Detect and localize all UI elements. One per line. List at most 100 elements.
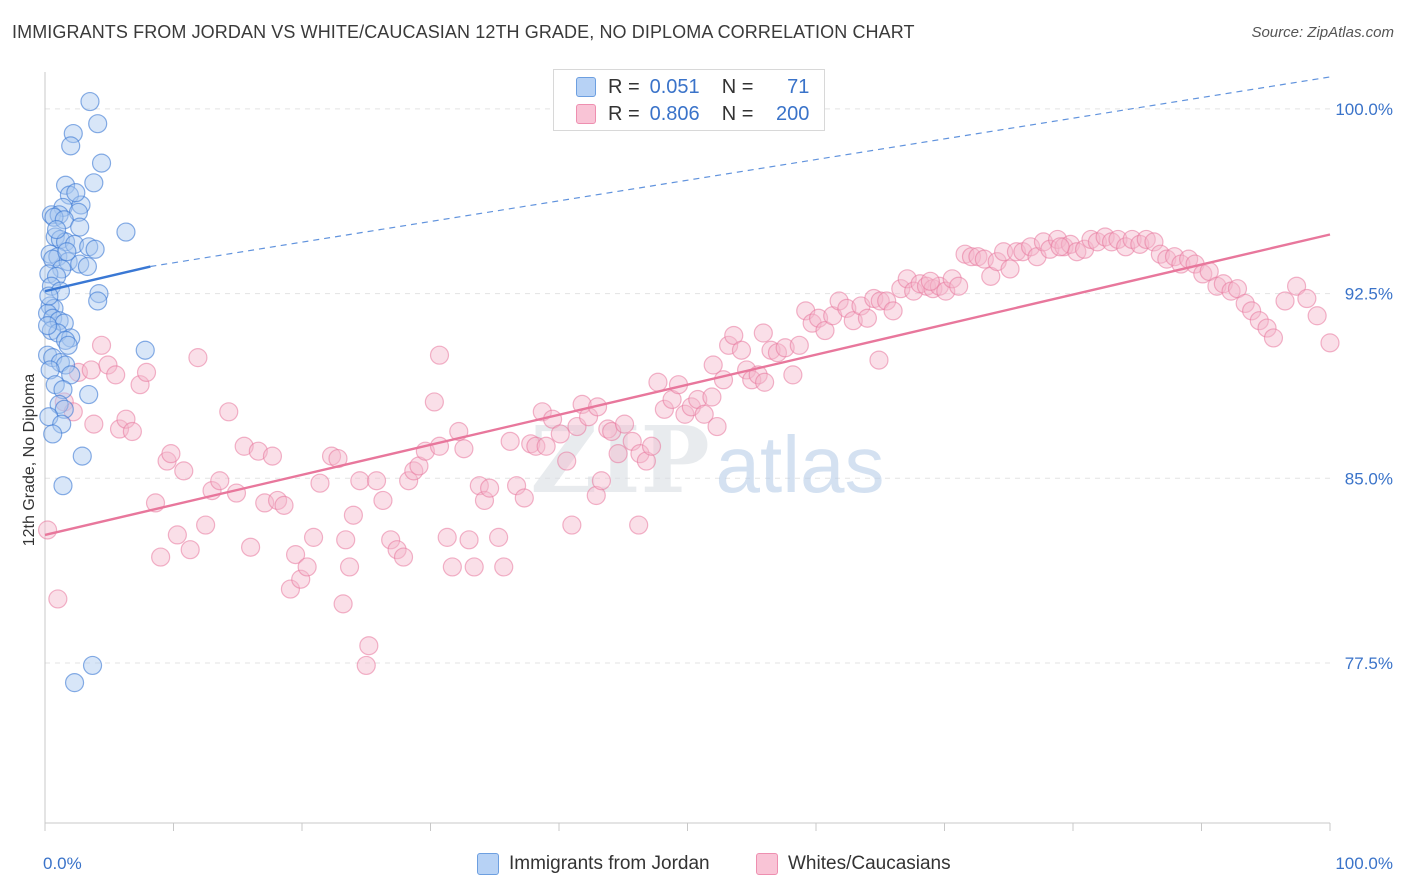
pink-data-point	[399, 471, 419, 491]
pink-data-point	[234, 436, 254, 456]
blue-data-point	[88, 114, 108, 134]
legend-swatch-pink	[576, 104, 596, 124]
pink-data-point	[936, 281, 956, 301]
pink-data-point	[429, 436, 450, 456]
pink-data-point	[274, 495, 294, 515]
legend-row-jordan: R = 0.051 N = 71	[576, 74, 809, 100]
pink-data-point	[557, 451, 577, 471]
pink-data-point	[356, 655, 376, 676]
pink-data-point	[424, 392, 444, 412]
pink-data-point	[532, 402, 552, 422]
pink-data-point	[843, 311, 863, 331]
pink-data-point	[437, 527, 457, 547]
pink-data-point	[442, 557, 462, 577]
blue-data-point	[116, 222, 136, 242]
pink-data-point	[783, 365, 803, 385]
pink-data-point	[429, 345, 450, 365]
pink-data-point	[81, 360, 101, 380]
pink-data-point	[641, 436, 662, 456]
legend-label-whites: Whites/Caucasians	[788, 853, 951, 874]
pink-data-point	[122, 421, 142, 442]
pink-data-point	[724, 325, 744, 346]
pink-data-point	[188, 348, 208, 368]
pink-data-point	[608, 444, 628, 464]
blue-data-point	[77, 256, 98, 277]
legend-swatch-pink	[756, 853, 778, 875]
pink-data-point	[702, 387, 722, 407]
blue-data-point	[55, 330, 76, 350]
blue-trend-line	[44, 265, 151, 293]
pink-data-point	[1144, 232, 1164, 252]
y-tick-label: 92.5%	[1345, 285, 1393, 304]
pink-data-point	[562, 515, 582, 535]
legend-label-jordan: Immigrants from Jordan	[509, 853, 710, 874]
pink-data-point	[808, 308, 829, 328]
pink-data-point	[1235, 293, 1255, 314]
blue-data-point	[88, 291, 108, 311]
pink-data-point	[381, 530, 401, 550]
legend-n-value: 200	[776, 102, 810, 125]
pink-data-point	[753, 323, 773, 343]
pink-data-point	[883, 301, 903, 321]
blue-data-point	[80, 91, 100, 112]
legend-row-whites: R = 0.806 N = 200	[576, 101, 809, 127]
blue-data-point	[70, 254, 90, 274]
pink-data-point	[1108, 229, 1128, 250]
pink-data-point	[904, 281, 924, 301]
pink-data-point	[494, 557, 514, 577]
pink-data-point	[920, 271, 940, 291]
pink-data-point	[84, 414, 104, 434]
pink-data-point	[1047, 229, 1068, 250]
pink-data-point	[262, 446, 283, 466]
bottom-legend-jordan[interactable]: Immigrants from Jordan	[477, 852, 710, 876]
bottom-legend-whites[interactable]: Whites/Caucasians	[756, 852, 951, 876]
pink-data-point	[857, 308, 878, 328]
blue-data-point	[37, 316, 58, 336]
pink-data-point	[591, 471, 612, 491]
pink-data-point	[703, 355, 723, 375]
pink-data-point	[636, 451, 656, 471]
pink-data-point	[180, 540, 200, 560]
pink-data-point	[219, 402, 239, 422]
pink-data-point	[614, 414, 635, 434]
legend-r-value: 0.051	[649, 75, 700, 98]
pink-data-point	[719, 335, 739, 355]
pink-data-point	[350, 471, 370, 491]
pink-data-point	[151, 547, 171, 567]
blue-data-point	[61, 365, 81, 385]
pink-data-point	[1157, 249, 1177, 269]
legend-n-label: N =	[721, 102, 754, 125]
pink-data-point	[241, 537, 261, 557]
pink-data-point	[1242, 301, 1262, 321]
pink-data-point	[343, 505, 363, 525]
pink-data-point	[675, 404, 695, 424]
blue-data-point	[40, 360, 60, 380]
chart-title: IMMIGRANTS FROM JORDAN VS WHITE/CAUCASIA…	[12, 22, 915, 42]
pink-data-point	[1286, 276, 1307, 296]
blue-data-point	[46, 266, 67, 286]
pink-data-point	[789, 335, 809, 355]
pink-data-point	[459, 530, 479, 550]
blue-data-point	[40, 244, 60, 264]
legend-swatch-blue	[576, 77, 596, 97]
pink-data-point	[167, 525, 187, 545]
pink-data-point	[630, 444, 650, 464]
blue-data-point	[135, 340, 155, 360]
pink-data-point	[291, 569, 311, 589]
pink-data-point	[474, 490, 495, 511]
blue-data-point	[50, 352, 71, 373]
blue-data-point	[45, 227, 65, 247]
pink-data-point	[1050, 237, 1070, 257]
blue-data-point	[58, 251, 78, 272]
pink-data-point	[1307, 306, 1327, 326]
blue-data-point	[70, 217, 90, 237]
pink-data-point	[248, 441, 268, 461]
pink-data-point	[1213, 274, 1233, 294]
blue-data-point	[89, 284, 109, 304]
y-tick-label: 85.0%	[1345, 469, 1393, 488]
pink-data-point	[694, 404, 714, 424]
pink-data-point	[654, 399, 674, 419]
blue-data-point	[44, 298, 64, 318]
blue-data-point	[54, 399, 74, 419]
pink-data-point	[1275, 291, 1295, 311]
